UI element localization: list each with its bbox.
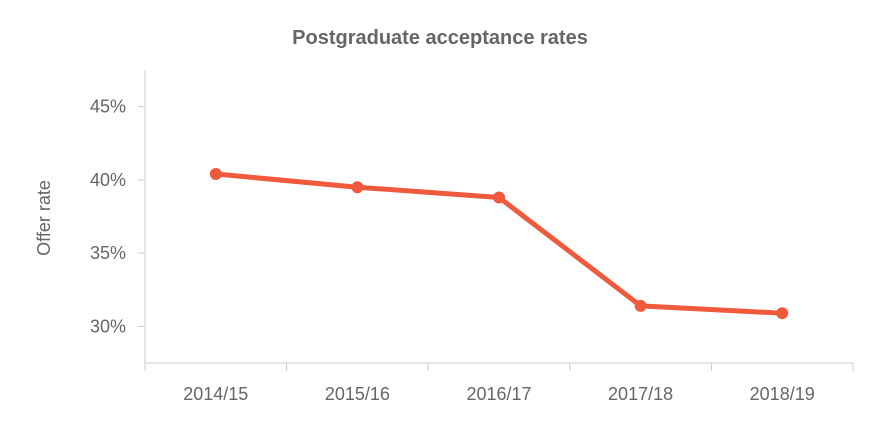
y-tick-label: 35%: [90, 243, 126, 263]
series-group: [209, 168, 789, 320]
y-ticks: 30% 35% 40% 45%: [90, 97, 145, 336]
x-tick-label: 2016/17: [466, 384, 531, 404]
x-tick-label: 2017/18: [608, 384, 673, 404]
data-point: [776, 307, 789, 320]
chart-title: Postgraduate acceptance rates: [292, 27, 588, 49]
y-tick-label: 40%: [90, 170, 126, 190]
y-axis-label: Offer rate: [34, 180, 54, 256]
x-tick-label: 2014/15: [183, 384, 248, 404]
x-ticks: 2014/15 2015/16 2016/17 2017/18 2018/19: [144, 363, 854, 404]
data-point: [634, 299, 647, 312]
data-point: [351, 181, 364, 194]
y-tick-label: 30%: [90, 316, 126, 336]
y-tick-label: 45%: [90, 97, 126, 117]
x-tick-label: 2018/19: [750, 384, 815, 404]
x-tick-label: 2015/16: [325, 384, 390, 404]
data-point: [493, 191, 505, 204]
data-point: [209, 168, 222, 181]
